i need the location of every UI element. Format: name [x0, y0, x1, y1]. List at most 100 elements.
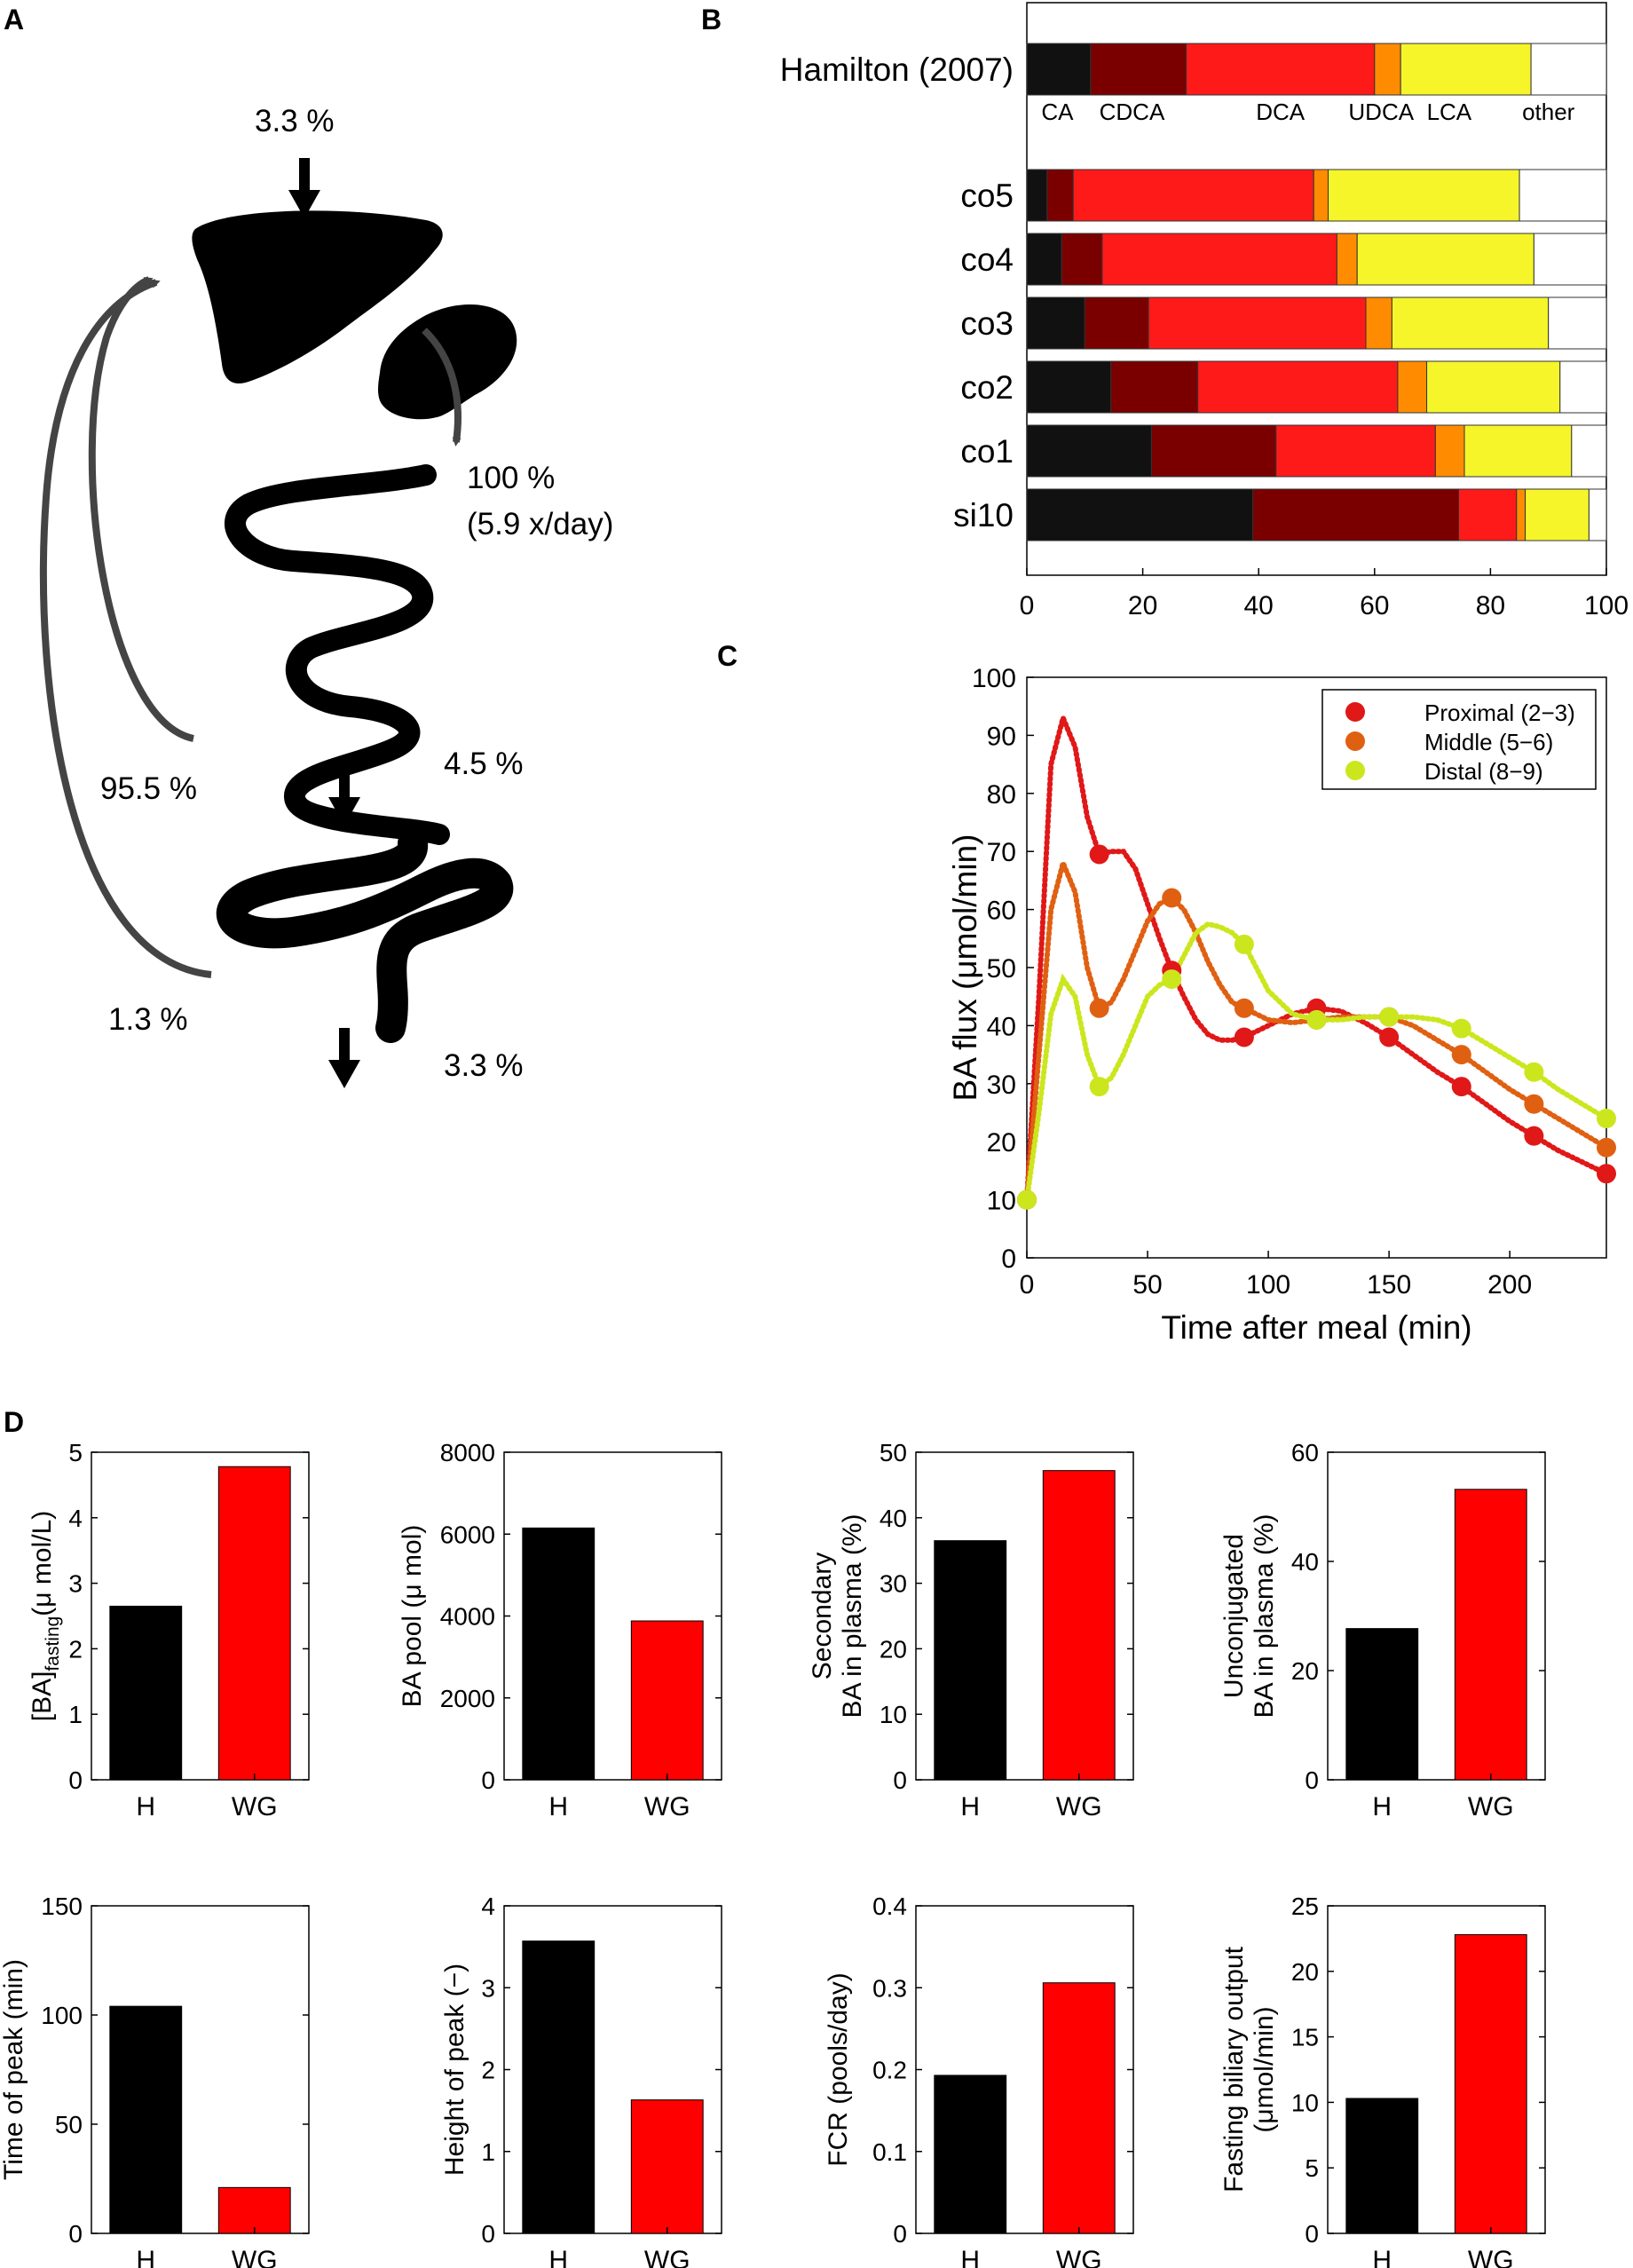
- arrow-si-to-colon: [328, 765, 360, 826]
- segment-label: CA: [1041, 99, 1074, 125]
- bar-segment-other: [1548, 296, 1607, 350]
- enterohepatic-diagram: 3.3 % 100 % (5.9 x/day) 4.5 % 3.3 % 95.5…: [39, 104, 613, 1088]
- y-tick-label: 1: [68, 1701, 83, 1728]
- y-axis-label-line2: BA in plasma (%): [1250, 1513, 1279, 1718]
- x-tick-label: WG: [1468, 2246, 1514, 2268]
- x-tick-label: H: [548, 2246, 568, 2268]
- bar-segment-cdca: [1150, 424, 1277, 478]
- bar-segment-ca: [1026, 169, 1048, 222]
- bar-segment-other: [1588, 488, 1607, 541]
- bar-segment-other: [1519, 169, 1607, 222]
- y-tick-label: 0: [68, 1766, 83, 1794]
- bar-h: [1345, 1628, 1419, 1781]
- bar-segment-ca: [1026, 424, 1152, 478]
- y-axis-label-line2: BA in plasma (%): [838, 1513, 867, 1718]
- bar-segment-ca: [1026, 296, 1085, 350]
- y-tick-label: 90: [987, 722, 1016, 751]
- y-tick-label: 0: [1001, 1245, 1016, 1274]
- x-tick-label: 200: [1487, 1270, 1532, 1300]
- category-label: co2: [960, 369, 1014, 406]
- y-tick-label: 0.3: [872, 1974, 907, 2002]
- y-tick-label: 40: [1291, 1548, 1319, 1576]
- bar-segment-dca: [1101, 233, 1337, 286]
- data-point-middle: [1451, 1045, 1471, 1065]
- bar-wg: [1042, 1982, 1116, 2234]
- x-tick-label: 100: [1584, 591, 1629, 620]
- bar-segment-cdca: [1084, 296, 1149, 350]
- category-label: co3: [960, 305, 1014, 342]
- y-tick-label: 3: [68, 1570, 83, 1598]
- bar-wg: [1454, 1933, 1527, 2234]
- bar-wg: [630, 1620, 704, 1781]
- y-tick-label: 2: [481, 2057, 495, 2084]
- x-tick-label: 20: [1128, 591, 1157, 620]
- bar-segment-ca: [1026, 233, 1062, 286]
- gallbladder-output-pct: 100 %: [467, 461, 555, 495]
- data-point-distal: [1597, 1109, 1616, 1129]
- category-label: co4: [960, 241, 1014, 278]
- x-tick-label: H: [960, 2246, 980, 2268]
- data-point-proximal: [1524, 1126, 1544, 1146]
- y-label-main: [BA]: [28, 1671, 57, 1722]
- y-axis-label: BA pool (μ mol): [398, 1525, 427, 1708]
- arrow-into-liver: [288, 158, 320, 218]
- x-tick-label: 100: [1246, 1270, 1290, 1300]
- y-tick-label: 50: [987, 954, 1016, 984]
- y-tick-label: 0: [481, 1766, 495, 1794]
- ba-flux-chart: 0 50 100 150 200 0 10 20 30 40 50 60 70 80 90 100 Time a…: [947, 664, 1616, 1346]
- y-tick-label: 1: [481, 2138, 495, 2166]
- segment-label: CDCA: [1100, 99, 1165, 125]
- y-tick-label: 4000: [440, 1603, 495, 1631]
- bar-h: [109, 2005, 183, 2234]
- gallbladder-rate: (5.9 x/day): [467, 507, 613, 541]
- segment-label: UDCA: [1348, 99, 1414, 125]
- y-tick-label: 40: [987, 1012, 1016, 1041]
- bar-segment-other: [1533, 233, 1607, 286]
- colon-excretion-pct: 3.3 %: [444, 1048, 524, 1083]
- legend-marker-proximal: [1345, 702, 1365, 722]
- y-tick-label: 4: [68, 1505, 83, 1532]
- y-axis-label-line1: Fasting biliary output: [1219, 1946, 1249, 2192]
- y-tick-label: 6000: [440, 1521, 495, 1548]
- y-tick-label: 30: [880, 1570, 907, 1598]
- arrow-colon-reabsorption: [39, 279, 212, 978]
- bar-segment-lca: [1400, 43, 1532, 96]
- data-point-distal: [1379, 1007, 1400, 1027]
- panel-label-d: D: [4, 1406, 24, 1438]
- bar-chart-d1: H WG 0 1 2 3 4 5 [BA]fasting(μ mol/L): [28, 1439, 310, 1822]
- arrow-gallbladder-release: [422, 328, 462, 446]
- y-tick-label: 0: [481, 2220, 495, 2248]
- bar-segment-cdca: [1110, 360, 1199, 414]
- y-tick-label: 8000: [440, 1439, 495, 1466]
- x-tick-label: 80: [1476, 591, 1505, 620]
- y-tick-label: 100: [972, 664, 1016, 693]
- data-point-distal: [1524, 1062, 1544, 1082]
- si-reabsorption-pct: 95.5 %: [100, 771, 197, 806]
- y-axis-label-line2: (μmol/min): [1250, 2006, 1279, 2132]
- data-point-proximal: [1089, 844, 1109, 865]
- x-tick-label: WG: [232, 1792, 278, 1822]
- x-tick-label: WG: [644, 2246, 690, 2268]
- bar-segment-udca: [1365, 296, 1392, 350]
- bar-chart-d5: H WG 0 50 100 150 Time of peak (min): [0, 1893, 310, 2268]
- bile-acid-composition-chart: Hamilton (2007) co5 co4 co3 co2 co1 si10 CA CDCA…: [780, 2, 1629, 620]
- bar-segment-lca: [1391, 296, 1550, 350]
- y-tick-label: 20: [987, 1128, 1016, 1158]
- segment-label: other: [1522, 99, 1575, 125]
- y-tick-label: 0: [1305, 1766, 1319, 1794]
- legend-label: Proximal (2−3): [1424, 699, 1575, 726]
- x-tick-label: H: [548, 1792, 568, 1822]
- x-tick-label: 0: [1020, 591, 1035, 620]
- y-tick-label: 0: [893, 2220, 907, 2248]
- y-tick-label: 0.4: [872, 1893, 907, 1920]
- x-tick-label: WG: [1468, 1792, 1514, 1822]
- y-tick-label: 2000: [440, 1685, 495, 1712]
- y-tick-label: 25: [1291, 1893, 1319, 1920]
- y-tick-label: 20: [1291, 1958, 1319, 1986]
- category-label: si10: [953, 497, 1014, 533]
- y-tick-label: 40: [880, 1505, 907, 1532]
- bar-segment-cdca: [1046, 169, 1074, 222]
- bar-chart-d3: H WG 0 10 20 30 40 50 Secondary BA in plasma (%): [808, 1439, 1134, 1822]
- y-label-units: (μ mol/L): [28, 1511, 57, 1616]
